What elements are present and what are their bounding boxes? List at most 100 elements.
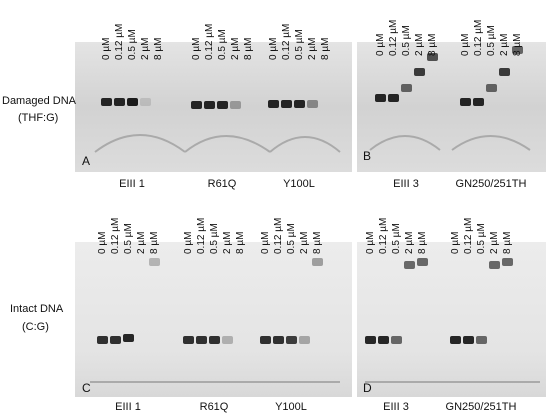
concentration-label: 8 µM <box>153 38 164 60</box>
gel-band <box>460 98 471 106</box>
concentration-label: 8 µM <box>502 232 513 254</box>
concentration-label: 8 µM <box>243 38 254 60</box>
concentration-label: 2 µM <box>404 232 415 254</box>
gel-band <box>204 101 215 109</box>
concentration-label: 0.5 µM <box>401 25 412 56</box>
concentration-label: 8 µM <box>149 232 160 254</box>
panel-letter: D <box>363 381 372 395</box>
concentration-label: 0.12 µM <box>463 218 474 254</box>
gel-band <box>473 98 484 106</box>
concentration-label: 0 µM <box>268 38 279 60</box>
row-label: (C:G) <box>22 321 49 333</box>
concentration-label: 2 µM <box>140 38 151 60</box>
gel-b <box>357 42 546 172</box>
sample-label: EIII 3 <box>393 178 419 190</box>
gel-band <box>217 101 228 109</box>
concentration-label: 2 µM <box>299 232 310 254</box>
concentration-label: 0.12 µM <box>110 218 121 254</box>
gel-band <box>299 336 310 344</box>
concentration-label: 0.5 µM <box>486 25 497 56</box>
concentration-label: 0 µM <box>365 232 376 254</box>
concentration-label: 2 µM <box>230 38 241 60</box>
gel-band <box>499 68 510 76</box>
concentration-label: 0.12 µM <box>204 24 215 60</box>
row-label: Damaged DNA <box>2 95 77 107</box>
concentration-label: 0 µM <box>450 232 461 254</box>
panel-letter: C <box>82 381 91 395</box>
concentration-label: 8 µM <box>417 232 428 254</box>
gel-band <box>476 336 487 344</box>
concentration-label: 2 µM <box>307 38 318 60</box>
sample-label: Y100L <box>283 178 315 190</box>
concentration-label: 0.12 µM <box>273 218 284 254</box>
concentration-label: 0.12 µM <box>388 20 399 56</box>
sample-label: EIII 1 <box>119 178 145 190</box>
gel-band <box>414 68 425 76</box>
concentration-label: 0.12 µM <box>378 218 389 254</box>
gel-band <box>401 84 412 92</box>
concentration-label: 2 µM <box>499 34 510 56</box>
gel-band <box>365 336 376 344</box>
gel-band <box>110 336 121 344</box>
gel-band <box>312 258 323 266</box>
gel-band <box>512 46 523 54</box>
gel-band <box>209 336 220 344</box>
concentration-label: 0.5 µM <box>476 223 487 254</box>
panel-letter: A <box>82 154 90 168</box>
concentration-label: 8 µM <box>235 232 246 254</box>
concentration-label: 0 µM <box>183 232 194 254</box>
gel-band <box>378 336 389 344</box>
concentration-label: 0.5 µM <box>286 223 297 254</box>
sample-label: R61Q <box>208 178 237 190</box>
gel-band <box>417 258 428 266</box>
sample-label: GN250/251TH <box>446 401 517 413</box>
gel-d <box>357 242 546 397</box>
concentration-label: 0.12 µM <box>281 24 292 60</box>
gel-band <box>294 100 305 108</box>
row-label: Intact DNA <box>10 303 64 315</box>
concentration-label: 0.12 µM <box>114 24 125 60</box>
gel-band <box>127 98 138 106</box>
gel-band <box>268 100 279 108</box>
concentration-label: 0 µM <box>375 34 386 56</box>
gel-c <box>75 242 352 397</box>
gel-band <box>375 94 386 102</box>
concentration-label: 8 µM <box>427 34 438 56</box>
gel-band <box>273 336 284 344</box>
gel-band <box>486 84 497 92</box>
gel-band <box>286 336 297 344</box>
sample-label: R61Q <box>200 401 229 413</box>
concentration-label: 0 µM <box>460 34 471 56</box>
concentration-label: 2 µM <box>136 232 147 254</box>
gel-band <box>196 336 207 344</box>
gel-band <box>427 53 438 61</box>
gel-band <box>388 94 399 102</box>
concentration-label: 2 µM <box>222 232 233 254</box>
gel-band <box>230 101 241 109</box>
gel-band <box>391 336 402 344</box>
gel-band <box>191 101 202 109</box>
concentration-label: 0.5 µM <box>127 29 138 60</box>
concentration-label: 0 µM <box>101 38 112 60</box>
concentration-label: 2 µM <box>489 232 500 254</box>
sample-label: EIII 1 <box>115 401 141 413</box>
gel-band <box>463 336 474 344</box>
concentration-label: 0.12 µM <box>473 20 484 56</box>
gel-band <box>307 100 318 108</box>
gel-band <box>502 258 513 266</box>
gel-band <box>97 336 108 344</box>
sample-label: EIII 3 <box>383 401 409 413</box>
gel-band <box>489 261 500 269</box>
concentration-label: 0 µM <box>97 232 108 254</box>
concentration-label: 0.12 µM <box>196 218 207 254</box>
gel-band <box>450 336 461 344</box>
gel-band <box>260 336 271 344</box>
gel-band <box>101 98 112 106</box>
concentration-label: 0.5 µM <box>217 29 228 60</box>
concentration-label: 8 µM <box>512 34 523 56</box>
gel-wells <box>90 134 540 383</box>
concentration-label: 0.5 µM <box>294 29 305 60</box>
concentration-label: 2 µM <box>414 34 425 56</box>
gel-band <box>140 98 151 106</box>
